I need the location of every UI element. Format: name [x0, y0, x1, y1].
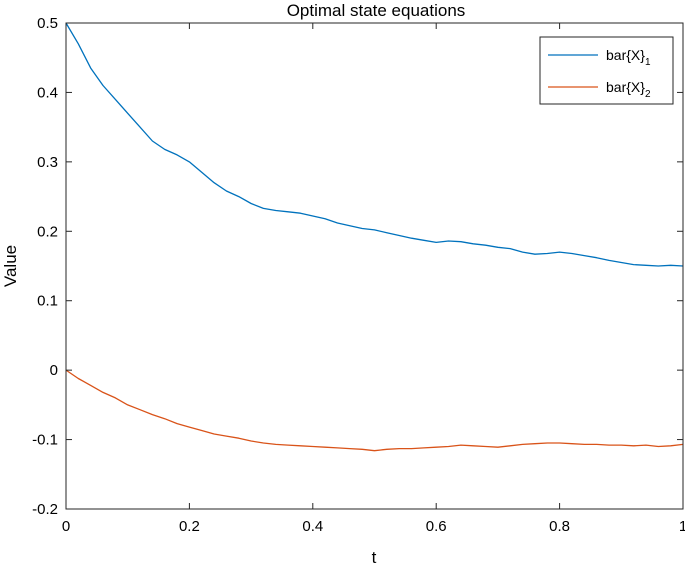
y-tick-label: 0.3	[37, 154, 58, 171]
y-tick-label: 0.4	[37, 84, 58, 101]
y-tick-label: 0	[50, 362, 58, 379]
x-tick-label: 0.2	[179, 518, 200, 535]
y-tick-label: 0.5	[37, 15, 58, 32]
legend-label-subscript: 1	[645, 57, 651, 68]
x-tick-label: 0.6	[426, 518, 447, 535]
x-axis: 0 0.2 0.4 0.6 0.8 1	[62, 23, 685, 535]
y-tick-label: 0.2	[37, 223, 58, 240]
y-axis: -0.2 -0.1 0 0.1 0.2 0.3 0.4 0.5	[32, 15, 683, 518]
legend-label-2: bar{X}2	[606, 79, 651, 100]
y-tick-label: -0.2	[32, 501, 58, 518]
y-tick-label: 0.1	[37, 293, 58, 310]
axes-box	[65, 22, 684, 510]
legend-label-subscript: 2	[645, 89, 651, 100]
series-line-1	[65, 22, 684, 267]
y-axis-label: Value	[1, 245, 20, 287]
legend-box	[539, 36, 674, 105]
x-tick-label: 0.8	[549, 518, 570, 535]
y-tick-label: -0.1	[32, 432, 58, 449]
chart-title: Optimal state equations	[287, 1, 466, 20]
legend-label-main: bar{X}	[606, 47, 645, 63]
x-axis-label: t	[372, 548, 377, 567]
legend-label-main: bar{X}	[606, 79, 645, 95]
x-tick-label: 1	[679, 518, 685, 535]
plot-lines	[65, 22, 684, 452]
series-line-2	[65, 369, 684, 452]
x-tick-label: 0.4	[302, 518, 323, 535]
legend-label-1: bar{X}1	[606, 47, 651, 68]
x-tick-label: 0	[62, 518, 70, 535]
